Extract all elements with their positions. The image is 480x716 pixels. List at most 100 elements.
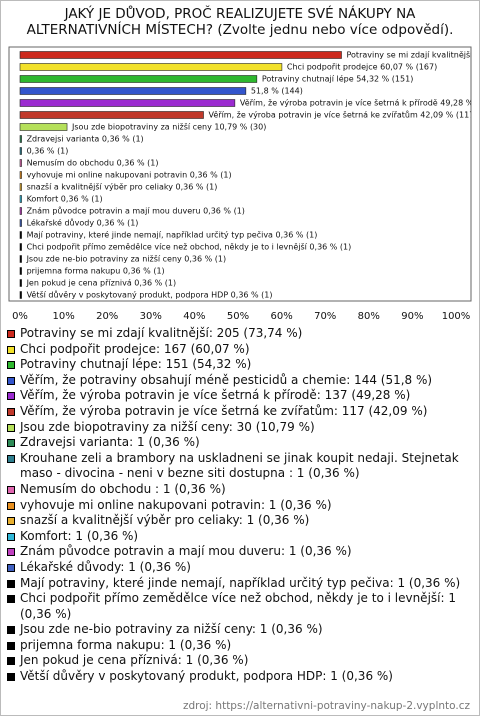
legend-swatch [7, 376, 15, 385]
bar-label: Jen pokud je cena příznivá 0,36 % (1) [26, 279, 177, 288]
legend-swatch [7, 579, 15, 588]
chart: Potraviny se mi zdají kvalitnější 73,74 … [8, 46, 480, 322]
bar [19, 291, 22, 299]
bar-label: Znám původce potravin a mají mou duveru … [27, 206, 245, 216]
legend-label: prijemna forma nakupu: 1 (0,36 %) [20, 637, 232, 652]
legend-label: Nemusím do obchodu : 1 (0,36 %) [20, 481, 226, 496]
bar-label: prijemna forma nakupu 0,36 % (1) [27, 267, 165, 276]
legend-label: Komfort: 1 (0,36 %) [20, 528, 139, 543]
legend-item: Znám původce potravin a mají mou duveru:… [6, 544, 468, 560]
legend-label: Věřím, že potraviny obsahují méně pestic… [20, 372, 433, 387]
legend-item: Věřím, že výroba potravin je více šetrná… [6, 404, 468, 420]
legend-item: Potraviny chutnají lépe: 151 (54,32 %) [6, 357, 468, 373]
bar-label: Chci podpořit přímo zemědělce více než o… [27, 242, 352, 252]
x-tick-label: 50% [227, 311, 249, 322]
legend-item: Potraviny se mi zdají kvalitnější: 205 (… [6, 326, 468, 342]
bar-label: Potraviny se mi zdají kvalitnější 73,74 … [347, 50, 480, 60]
x-axis: 0% 10% 20% 30% 40% 50% 60% 70% 80% 90% 100% [12, 311, 470, 322]
bar-label: 0,36 % (1) [27, 147, 69, 156]
bar-label: Lékařské důvody 0,36 % (1) [27, 218, 139, 228]
legend-label: Mají potraviny, které jinde nemají, např… [20, 575, 461, 590]
bar [19, 183, 22, 191]
bar [19, 63, 283, 71]
x-tick-label: 30% [140, 311, 162, 322]
legend-item: Věřím, že potraviny obsahují méně pestic… [6, 373, 468, 389]
source: zdroj: https://alternativni-potraviny-na… [182, 700, 470, 712]
bar [19, 87, 247, 95]
bar-label: Chci podpořit prodejce 60,07 % (167) [287, 63, 437, 72]
legend-item: Nemusím do obchodu : 1 (0,36 %) [6, 482, 468, 498]
legend-item: vyhovuje mi online nakupovani potravin: … [6, 498, 468, 514]
legend-label: Lékařské důvody: 1 (0,36 %) [20, 559, 191, 574]
legend-item: Chci podpořit přímo zemědělce více než o… [6, 591, 468, 622]
bar [19, 219, 22, 227]
x-tick-label: 10% [52, 311, 74, 322]
x-tick-label: 80% [358, 311, 380, 322]
legend-swatch [7, 532, 15, 541]
legend-swatch [7, 501, 15, 510]
legend-item: snazší a kvalitnější výběr pro celiaky: … [6, 513, 468, 529]
bar-label: snazší a kvalitnější výběr pro celiaky 0… [27, 182, 218, 192]
legend-label: snazší a kvalitnější výběr pro celiaky: … [20, 513, 310, 528]
bars: Potraviny se mi zdají kvalitnější 73,74 … [19, 50, 480, 300]
legend-item: Zdravejsi varianta: 1 (0,36 %) [6, 435, 468, 451]
legend-swatch [7, 548, 15, 557]
bar [19, 147, 22, 155]
legend-item: Lékařské důvody: 1 (0,36 %) [6, 560, 468, 576]
legend-label: Zdravejsi varianta: 1 (0,36 %) [20, 435, 200, 450]
legend-swatch [7, 485, 15, 494]
chart-title: JAKÝ JE DŮVOD, PROČ REALIZUJETE SVÉ NÁKU… [26, 6, 454, 38]
x-tick-label: 20% [96, 311, 118, 322]
legend-item: Jsou zde biopotraviny za nižší ceny: 30 … [6, 420, 468, 436]
bar [19, 243, 22, 251]
bar [19, 207, 22, 215]
legend-item: prijemna forma nakupu: 1 (0,36 %) [6, 638, 468, 654]
bar [19, 123, 68, 131]
bar-label: Potraviny chutnají lépe 54,32 % (151) [262, 74, 414, 84]
legend: Potraviny se mi zdají kvalitnější: 205 (… [6, 326, 468, 685]
legend-swatch [7, 361, 15, 370]
legend-swatch [7, 345, 15, 354]
bar-label: Věřím, že výroba potravin je více šetrná… [209, 110, 478, 120]
legend-swatch [7, 641, 15, 650]
legend-swatch [7, 392, 15, 401]
bar [19, 255, 22, 263]
bar [19, 51, 342, 59]
legend-swatch [7, 454, 15, 463]
legend-item: Mají potraviny, které jinde nemají, např… [6, 576, 468, 592]
legend-label: vyhovuje mi online nakupovani potravin: … [20, 497, 332, 512]
legend-item: Jen pokud je cena příznivá: 1 (0,36 %) [6, 653, 468, 669]
legend-item: Věřím, že výroba potravin je více šetrná… [6, 388, 468, 404]
bar-label: vyhovuje mi online nakupovani potravin 0… [27, 171, 232, 180]
bar-label: Jsou zde biopotraviny za nižší ceny 10,7… [71, 122, 266, 132]
legend-item: Větší důvěry v poskytovaný produkt, podp… [6, 669, 468, 685]
legend-item: Komfort: 1 (0,36 %) [6, 529, 468, 545]
legend-swatch [7, 626, 15, 635]
legend-label: Chci podpořit prodejce: 167 (60,07 %) [20, 341, 250, 356]
legend-swatch [7, 423, 15, 432]
bar-label: Věřím, že výroba potravin je více šetrná… [240, 98, 480, 108]
bar-label: 51,8 % (144) [251, 87, 303, 96]
legend-label: Krouhane zeli a brambory na uskladneni s… [20, 450, 459, 481]
legend-swatch [7, 439, 15, 448]
bar [19, 135, 22, 143]
legend-label: Jsou zde ne-bio potraviny za nižší ceny:… [20, 622, 323, 637]
bar-label: Jsou zde ne-bio potraviny za nižší ceny … [26, 254, 227, 264]
legend-swatch [7, 517, 15, 526]
bar-label: Komfort 0,36 % (1) [27, 195, 103, 204]
legend-swatch [7, 595, 15, 604]
bar-label: Nemusím do obchodu 0,36 % (1) [27, 159, 159, 168]
x-tick-label: 0% [12, 311, 28, 322]
legend-label: Znám původce potravin a mají mou duveru:… [20, 544, 352, 559]
bar-label: Mají potraviny, které jinde nemají, např… [27, 230, 318, 240]
legend-item: Jsou zde ne-bio potraviny za nižší ceny:… [6, 622, 468, 638]
x-tick-label: 100% [442, 311, 471, 322]
legend-label: Větší důvěry v poskytovaný produkt, podp… [20, 669, 393, 684]
bar [19, 99, 236, 107]
legend-swatch [7, 673, 15, 682]
legend-label: Chci podpořit přímo zemědělce více než o… [20, 591, 456, 621]
x-tick-label: 90% [401, 311, 423, 322]
x-tick-label: 60% [270, 311, 292, 322]
bar [19, 111, 204, 119]
